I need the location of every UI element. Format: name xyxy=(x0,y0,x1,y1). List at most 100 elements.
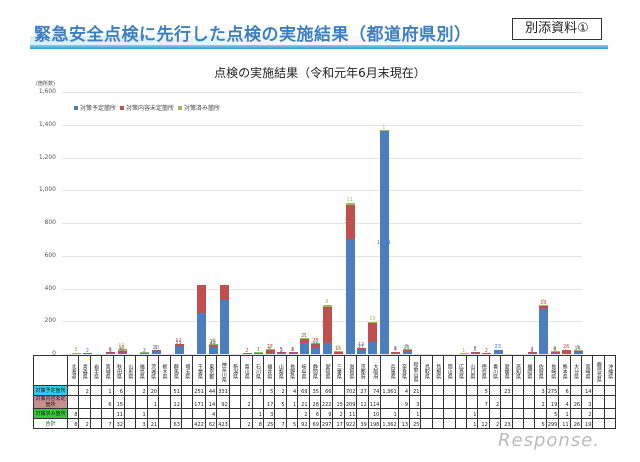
table-cell xyxy=(180,418,194,429)
prefecture-header: 和歌山県 xyxy=(409,355,422,386)
bar-segment xyxy=(174,343,184,346)
bar-stack xyxy=(208,343,218,354)
bar-value-label: 2 xyxy=(484,347,488,354)
table-cell xyxy=(511,395,524,409)
table-row: 対策予定箇所 2 1 6 2 20 51 251 44 331 7 5 2 4 69 35 66 702 27 74 1… xyxy=(33,385,617,396)
bar-segment xyxy=(140,352,150,353)
bar-segment xyxy=(550,351,560,352)
bar-segment xyxy=(106,353,116,354)
table-cell: 21 xyxy=(409,385,422,396)
table-cell xyxy=(511,408,524,419)
table-cell: 7 xyxy=(101,418,114,429)
table-cell: 8 xyxy=(251,418,264,429)
bar-segment xyxy=(220,284,230,300)
table-cell: 422 xyxy=(192,418,206,429)
table-cell xyxy=(522,395,536,409)
prefecture-header: 愛媛県 xyxy=(500,355,513,386)
y-tick-label: 800 xyxy=(44,219,56,226)
bar-value-label: 2 xyxy=(336,345,340,352)
table-cell: 2 xyxy=(240,395,253,409)
prefecture-header: 広島県 xyxy=(454,355,468,386)
table-cell: 3 xyxy=(135,418,148,429)
table-cell: 198 xyxy=(367,418,382,429)
bar-stack xyxy=(174,343,184,354)
bar-stack xyxy=(493,350,503,354)
table-cell: 21 xyxy=(146,418,160,429)
table-cell xyxy=(380,395,399,409)
prefecture-header: 千葉県 xyxy=(192,355,206,386)
table-cell: 13 xyxy=(397,418,411,429)
bar-value-label: 6 xyxy=(313,336,317,343)
bar-segment xyxy=(528,353,537,354)
table-cell xyxy=(146,408,160,419)
table-cell xyxy=(251,395,264,409)
table-cell xyxy=(89,395,103,409)
bar-segment xyxy=(254,351,264,353)
bar-segment xyxy=(391,351,401,353)
table-cell xyxy=(603,418,617,429)
table-cell: 92 xyxy=(216,395,230,409)
bar-value-label: 74 xyxy=(369,344,376,351)
table-cell: 2 xyxy=(297,408,310,419)
table-cell: 423 xyxy=(216,418,230,429)
bar-segment xyxy=(288,353,298,354)
bar-stack xyxy=(550,351,560,354)
bar-value-label: 4 xyxy=(291,347,295,354)
bar-value-label: 6 xyxy=(120,347,124,354)
y-tick-label: 1,400 xyxy=(38,120,56,128)
table-cell xyxy=(169,408,182,419)
plot-area: 8 2 1 6 6 15 11 2 1 20 1 51 12 251 171 44 14 4 331 92 2 7 1 5 17… xyxy=(62,92,583,355)
table-cell: 2 xyxy=(581,408,594,419)
bar-stack xyxy=(573,349,583,354)
prefecture-header: 大分県 xyxy=(569,355,583,386)
table-cell: 702 xyxy=(343,385,358,396)
bar-value-label: 15 xyxy=(118,344,125,351)
gridline xyxy=(62,124,582,126)
bar-segment xyxy=(573,351,583,354)
table-cell: 11 xyxy=(112,408,125,419)
table-cell xyxy=(592,418,605,429)
table-cell: 297 xyxy=(319,418,334,429)
table-cell: 15 xyxy=(332,395,345,409)
bar-segment xyxy=(345,204,355,240)
bar-segment xyxy=(83,353,93,354)
bar-stack xyxy=(528,352,537,354)
bar-value-label: 9 xyxy=(325,299,329,306)
bar-segment xyxy=(562,349,572,354)
prefecture-header: 茨城県 xyxy=(146,355,160,386)
bar-segment xyxy=(528,352,537,353)
bar-value-label: 2 xyxy=(245,347,249,354)
table-cell: 19 xyxy=(545,395,560,409)
table-cell: 222 xyxy=(319,395,334,409)
table-cell xyxy=(66,395,80,409)
table-cell xyxy=(592,408,605,419)
prefecture-header: 佐賀県 xyxy=(534,355,547,386)
gridline xyxy=(62,157,582,159)
table-cell xyxy=(443,408,456,419)
table-cell: 1 xyxy=(558,408,571,419)
bar-segment xyxy=(208,344,218,347)
table-cell: 11 xyxy=(558,418,571,429)
table-cell: 275 xyxy=(545,385,560,396)
bar-value-label: 1 xyxy=(154,344,158,351)
prefecture-header: 山形県 xyxy=(123,355,137,386)
bar-segment xyxy=(300,339,309,343)
bar-stack xyxy=(311,342,321,354)
table-cell: 2 xyxy=(488,395,502,409)
table-cell: 5 xyxy=(534,418,547,429)
table-cell: 1 xyxy=(101,385,114,396)
bar-value-label: 7 xyxy=(473,346,477,353)
page-header: 緊急安全点検に先行した点検の実施結果（都道府県別） 別添資料① xyxy=(30,18,610,49)
bar-value-label: 14 xyxy=(574,345,581,352)
bar-stack xyxy=(151,349,161,354)
gridline xyxy=(62,354,582,355)
table-cell: 1 xyxy=(380,408,399,419)
prefecture-header: 福岡県 xyxy=(522,355,536,386)
table-cell xyxy=(332,385,345,396)
table-cell xyxy=(465,385,479,396)
y-tick-label: 600 xyxy=(44,251,56,259)
legend-swatch xyxy=(178,106,183,110)
prefecture-header: 秋田県 xyxy=(112,355,125,386)
gridline xyxy=(62,190,582,192)
bar-value-label: 2 xyxy=(530,347,534,354)
